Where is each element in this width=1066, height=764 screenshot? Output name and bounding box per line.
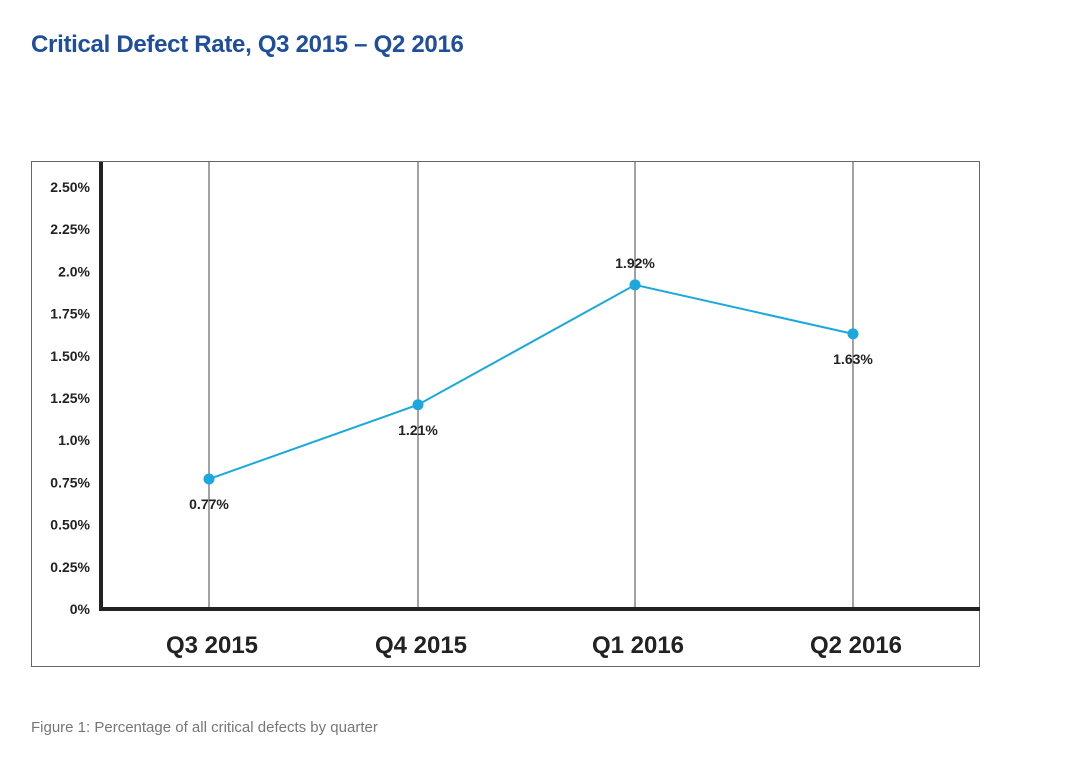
y-tick-label: 2.25% xyxy=(50,221,90,237)
y-tick-label: 0.75% xyxy=(50,474,90,490)
y-tick-label: 2.50% xyxy=(50,179,90,195)
y-tick-label: 1.25% xyxy=(50,390,90,406)
data-point xyxy=(847,328,859,340)
figure-caption: Figure 1: Percentage of all critical def… xyxy=(31,719,378,736)
y-tick-label: 1.75% xyxy=(50,306,90,322)
y-tick-label: 1.0% xyxy=(58,432,90,448)
y-tick-label: 0% xyxy=(70,601,91,617)
y-tick-label: 1.50% xyxy=(50,348,90,364)
data-label: 0.77% xyxy=(189,496,229,512)
data-label: 1.92% xyxy=(615,255,655,271)
y-tick-label: 0.25% xyxy=(50,559,90,575)
series-line xyxy=(208,283,854,480)
x-tick-label: Q1 2016 xyxy=(592,632,684,659)
y-tick-label: 0.50% xyxy=(50,517,90,533)
data-label: 1.21% xyxy=(398,422,438,438)
data-label: 1.63% xyxy=(833,351,873,367)
x-tick-label: Q4 2015 xyxy=(375,632,467,659)
data-point xyxy=(629,279,641,291)
chart-title: Critical Defect Rate, Q3 2015 – Q2 2016 xyxy=(31,31,464,58)
x-tick-label: Q3 2015 xyxy=(166,632,258,659)
y-tick-label: 2.0% xyxy=(58,263,90,279)
plot-frame xyxy=(31,161,980,667)
data-point xyxy=(203,473,215,485)
data-point xyxy=(412,399,424,411)
x-tick-label: Q2 2016 xyxy=(810,632,902,659)
